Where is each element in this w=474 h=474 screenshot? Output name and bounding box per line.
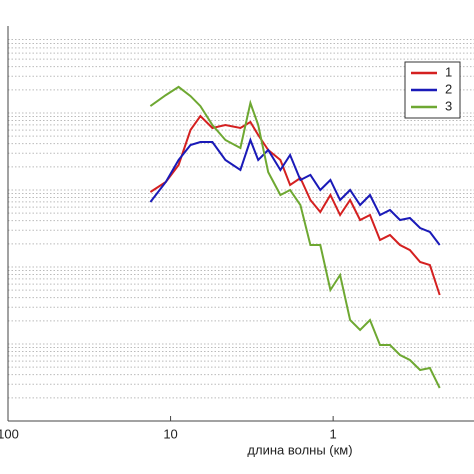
legend-label: 2 — [445, 81, 452, 96]
data-line — [149, 114, 441, 296]
x-tick-label: 10 — [163, 426, 177, 441]
x-axis-label: длина волны (км) — [247, 442, 352, 457]
legend-label: 3 — [445, 98, 452, 113]
data-line — [149, 85, 441, 389]
legend: 1 2 3 — [404, 61, 461, 119]
legend-label: 1 — [445, 64, 452, 79]
x-tick-label: 1 — [330, 426, 337, 441]
x-tick-label: 100 — [0, 426, 19, 441]
data-line — [149, 137, 441, 246]
